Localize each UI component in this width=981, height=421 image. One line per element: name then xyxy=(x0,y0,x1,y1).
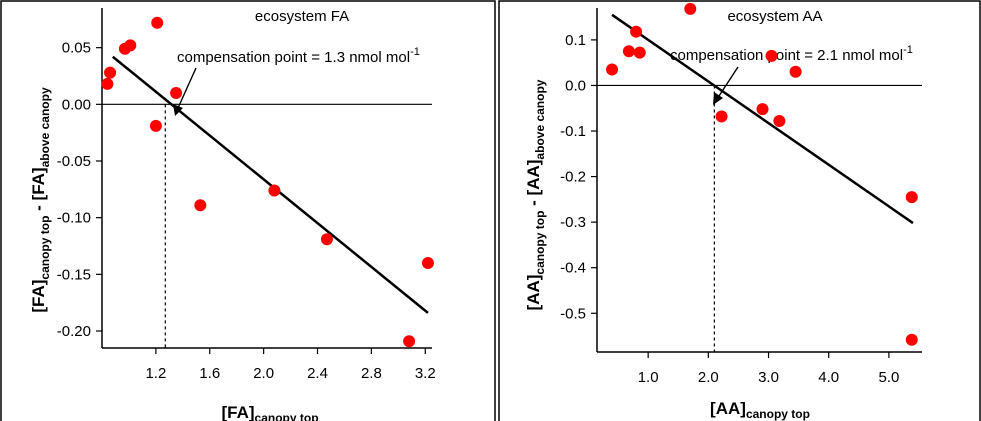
data-point xyxy=(630,25,643,38)
x-tick-label: 3.2 xyxy=(415,365,436,382)
right-panel-frame xyxy=(498,0,981,421)
annotation-arrow xyxy=(177,67,197,109)
data-point xyxy=(268,184,281,197)
x-tick-label: 4.0 xyxy=(818,369,839,386)
annotation-arrowhead xyxy=(713,92,723,105)
x-tick-label: 1.0 xyxy=(638,369,659,386)
y-tick-label: 0.1 xyxy=(565,32,586,49)
x-axis-label: [AA]canopy top xyxy=(710,399,810,421)
y-tick-label: -0.20 xyxy=(57,323,91,340)
x-tick-label: 1.2 xyxy=(145,365,166,382)
chart-title: ecosystem AA xyxy=(727,8,822,25)
data-point xyxy=(789,65,802,78)
annotation-superscript: -1 xyxy=(410,46,420,58)
chart-title: ecosystem FA xyxy=(255,8,349,25)
x-tick-label: 1.6 xyxy=(199,365,220,382)
data-point xyxy=(765,49,778,62)
annotation-text: compensation point = 1.3 nmol mol xyxy=(177,49,410,66)
annotation-text: compensation point = 2.1 nmol mol xyxy=(670,47,903,64)
x-tick-label: 3.0 xyxy=(758,369,779,386)
data-point xyxy=(149,119,162,132)
data-point xyxy=(124,39,137,52)
chart-aa: ecosystem AA compensation point = 2.1 nm… xyxy=(524,2,922,421)
data-point xyxy=(905,333,918,346)
y-tick-label: -0.10 xyxy=(57,210,91,227)
x-tick-label: 5.0 xyxy=(878,369,899,386)
data-point xyxy=(101,77,114,90)
chart-fa: ecosystem FA compensation point = 1.3 nm… xyxy=(29,8,436,421)
data-point xyxy=(320,233,333,246)
compensation-annotation: compensation point = 2.1 nmol mol-1 xyxy=(670,44,913,64)
x-axis-label: [FA]canopy top xyxy=(221,403,318,421)
fit-line xyxy=(611,13,914,225)
data-point xyxy=(622,45,635,58)
y-tick-label: -0.15 xyxy=(57,266,91,283)
y-tick-label: -0.5 xyxy=(560,305,586,322)
y-tick-label: -0.05 xyxy=(57,153,91,170)
compensation-annotation: compensation point = 1.3 nmol mol-1 xyxy=(177,46,420,66)
y-tick-label: 0.0 xyxy=(565,77,586,94)
y-axis-label: [AA]canopy top - [AA]above canopy xyxy=(524,79,547,310)
x-tick-label: 2.0 xyxy=(698,369,719,386)
fit-line xyxy=(111,55,429,314)
y-tick-label: -0.2 xyxy=(560,169,586,186)
annotation-superscript: -1 xyxy=(903,44,913,56)
data-point xyxy=(756,103,769,116)
y-axis-label: [FA]canopy top - [FA]above canopy xyxy=(29,87,52,313)
x-tick-label: 2.4 xyxy=(307,365,328,382)
x-tick-label: 2.8 xyxy=(361,365,382,382)
data-point xyxy=(194,199,207,212)
y-tick-label: -0.1 xyxy=(560,123,586,140)
data-point xyxy=(403,335,416,348)
x-tick-label: 2.0 xyxy=(253,365,274,382)
y-tick-label: 0.05 xyxy=(62,40,91,57)
data-point xyxy=(715,110,728,123)
y-tick-label: 0.00 xyxy=(62,96,91,113)
data-point xyxy=(170,87,183,99)
data-point xyxy=(684,2,697,15)
data-point xyxy=(633,46,646,59)
data-point xyxy=(773,114,786,127)
left-panel-frame xyxy=(0,0,496,421)
y-tick-label: -0.3 xyxy=(560,214,586,231)
data-point xyxy=(104,66,117,79)
data-point xyxy=(421,257,434,269)
data-point xyxy=(606,63,619,76)
data-point xyxy=(151,16,164,29)
data-point xyxy=(905,191,918,204)
y-tick-label: -0.4 xyxy=(560,260,586,277)
